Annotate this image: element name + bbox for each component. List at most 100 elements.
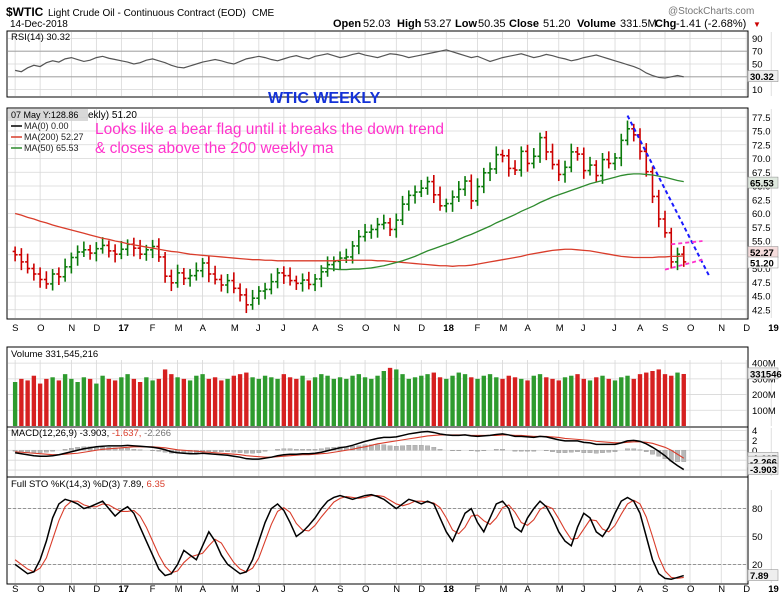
volume-bar <box>306 380 312 426</box>
chg-down-arrow-icon: ▼ <box>753 20 761 29</box>
volume-bar <box>356 374 361 426</box>
volume-bar <box>69 378 74 426</box>
volume-bar <box>431 372 436 426</box>
price-legend: 07 May Y:128.86 ekly) 51.20 MA(0) 0.00 M… <box>8 109 137 153</box>
volume-bar <box>569 375 574 426</box>
volume-bar <box>225 378 230 426</box>
volume-bar <box>581 378 586 426</box>
instrument-name: Light Crude Oil - Continuous Contract (E… <box>48 8 246 19</box>
macd-tick-label: 0 <box>752 446 757 457</box>
price-legend-partial: ekly) 51.20 <box>88 110 137 121</box>
x-axis-label: J <box>612 584 617 595</box>
macd-histogram-bar <box>281 448 287 451</box>
macd-histogram-bar <box>431 447 437 451</box>
rsi-tick-label: 50 <box>752 60 763 71</box>
volume-tick-label: 400M <box>752 359 776 370</box>
x-axis-label: S <box>12 584 18 595</box>
x-axis-label: M <box>556 323 564 334</box>
volume-bar <box>669 375 674 426</box>
volume-bar <box>131 378 137 426</box>
macd-histogram-bar <box>312 449 318 451</box>
volume-bar <box>344 378 349 426</box>
volume-bar <box>637 374 643 426</box>
high-value: 53.27 <box>424 18 452 30</box>
volume-bar <box>400 374 405 426</box>
macd-histogram-bar <box>500 449 505 451</box>
volume-bar <box>487 374 493 426</box>
x-axis-label: 17 <box>118 323 129 334</box>
annotation-line-1: Looks like a bear flag until it breaks t… <box>95 121 444 138</box>
volume-bar <box>350 375 355 426</box>
macd-histogram-bar <box>518 450 524 452</box>
x-axis-label: J <box>581 584 586 595</box>
volume-bar <box>300 375 305 426</box>
sto-value-label: 7.89 <box>750 571 769 582</box>
macd-histogram-bar <box>31 450 37 453</box>
price-tick-label: 60.0 <box>752 209 771 220</box>
macd-histogram-bar <box>262 450 268 452</box>
x-axis-label: 18 <box>443 323 454 334</box>
macd-value-label: -3.903 <box>750 465 777 476</box>
volume-bar <box>681 373 686 426</box>
macd-histogram-bar <box>156 450 162 452</box>
volume-legend: Volume 331,545,216 <box>11 349 98 360</box>
volume-tick-label: 200M <box>752 390 776 401</box>
sto-tick-label: 80 <box>752 504 763 515</box>
volume-bar <box>75 382 80 426</box>
macd-histogram-bar <box>37 450 43 453</box>
x-axis-label: S <box>662 584 668 595</box>
macd-histogram-bar <box>50 450 55 452</box>
macd-histogram-bar <box>237 450 243 453</box>
volume-bar <box>100 375 105 426</box>
macd-histogram-bar <box>675 450 680 462</box>
x-axis-label: J <box>256 584 261 595</box>
price-tick-label: 62.5 <box>752 195 771 206</box>
rsi-tick-label: 10 <box>752 85 763 96</box>
volume-bar <box>312 377 318 426</box>
volume-bar <box>531 375 536 426</box>
rsi-value-label-box <box>747 70 779 82</box>
x-axis-label: N <box>393 584 400 595</box>
sto-legend: Full STO %K(14,3) %D(3) 7.89, 6.35 <box>11 479 165 490</box>
macd-histogram-bar <box>256 450 262 453</box>
ma50-value-label-box <box>747 176 779 189</box>
volume-bar <box>175 377 180 426</box>
x-axis-label: D <box>93 323 100 334</box>
macd-histogram-bar <box>593 450 599 454</box>
macd-histogram-bar <box>437 449 443 451</box>
volume-bar <box>87 378 93 426</box>
ohlc-readout: Open 52.03 High 53.27 Low 50.35 Close 51… <box>333 18 761 30</box>
volume-bar <box>31 375 37 426</box>
volume-bar <box>219 380 224 426</box>
annotation-line-2: & closes above the 200 weekly ma <box>95 140 334 157</box>
overlay-lines <box>14 115 710 276</box>
volume-bar <box>437 377 443 426</box>
macd-histogram-bar <box>131 449 137 451</box>
volume-bar <box>50 377 55 426</box>
macd-histogram-bar <box>625 448 630 451</box>
ma200-value-label: 52.27 <box>750 248 774 259</box>
macd-histogram-bar <box>562 450 568 453</box>
high-label: High <box>397 18 422 30</box>
volume-bar <box>94 383 99 426</box>
x-axis-label: 17 <box>118 584 129 595</box>
volume-bar <box>44 378 49 426</box>
macd-histogram-bar <box>375 444 380 451</box>
volume-bar <box>62 374 68 426</box>
volume-bar <box>662 374 668 426</box>
volume-bar <box>506 375 511 426</box>
macd-histogram-bar <box>306 449 312 451</box>
macd-tick-label: 4 <box>752 426 757 437</box>
volume-bar <box>425 374 430 426</box>
macd-legend: MACD(12,26,9) -3.903, -1.637, -2.266 <box>11 428 171 439</box>
volume-bar <box>369 378 374 426</box>
sto-tick-label: 20 <box>752 560 763 571</box>
price-tick-label: 42.5 <box>752 305 771 316</box>
volume-bar <box>362 377 368 426</box>
x-axis-label: J <box>581 323 586 334</box>
macd-histogram-bar <box>225 450 230 452</box>
macd-histogram-bar <box>412 445 418 451</box>
downtrend-line <box>626 115 710 276</box>
x-axis-label: N <box>718 584 725 595</box>
x-axis-label: 18 <box>443 584 454 595</box>
